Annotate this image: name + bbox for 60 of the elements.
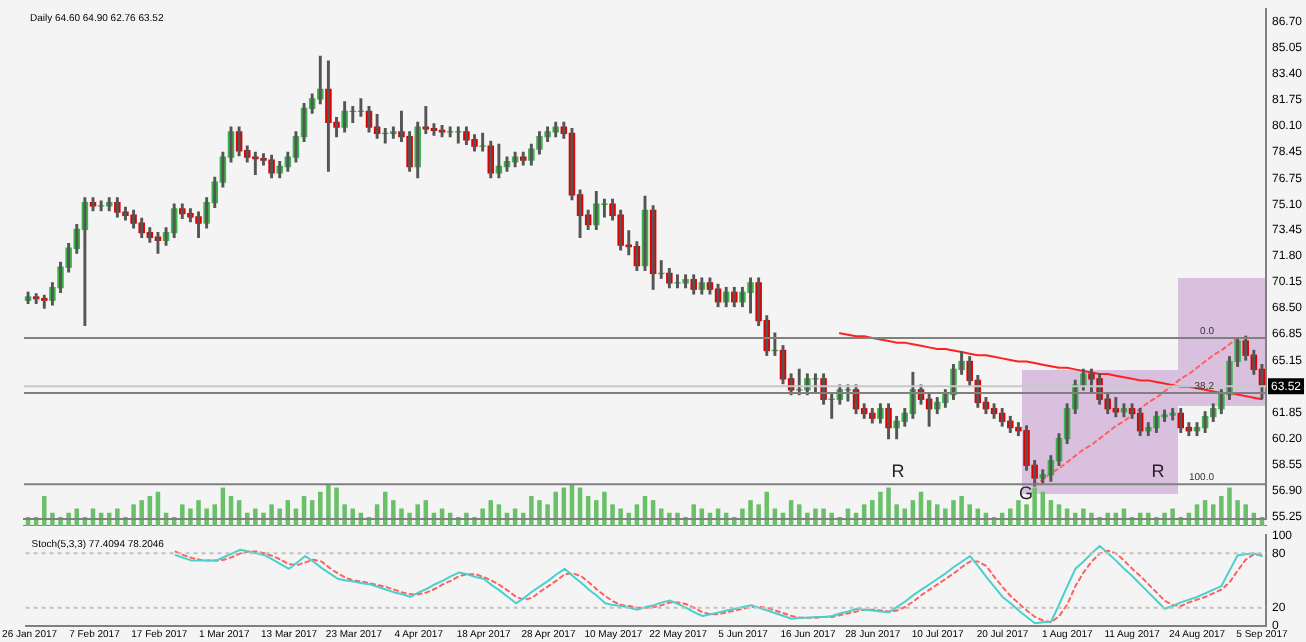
bar xyxy=(399,508,404,526)
annotation: R xyxy=(1151,460,1166,481)
bar xyxy=(261,512,266,526)
bar xyxy=(602,491,607,526)
bar xyxy=(1170,508,1175,526)
bar xyxy=(464,512,469,526)
bar xyxy=(886,487,891,526)
bar xyxy=(180,504,185,526)
bar xyxy=(1162,512,1167,526)
bar xyxy=(618,508,623,526)
annotation: G xyxy=(1018,482,1034,503)
bar xyxy=(391,500,396,526)
bar xyxy=(537,500,542,526)
bar xyxy=(967,504,972,526)
bar xyxy=(1081,508,1086,526)
bar xyxy=(326,484,331,526)
bar xyxy=(870,500,875,526)
annotation: R xyxy=(891,460,906,481)
bar xyxy=(66,512,71,526)
bar xyxy=(1243,504,1248,526)
bar xyxy=(553,491,558,526)
bar xyxy=(253,508,258,526)
bar xyxy=(1219,495,1224,526)
bar xyxy=(277,508,282,526)
bar xyxy=(943,508,948,526)
bar xyxy=(829,512,834,526)
bar xyxy=(675,512,680,526)
bar xyxy=(131,504,136,526)
bar xyxy=(878,491,883,526)
bar xyxy=(959,495,964,526)
bar xyxy=(1227,487,1232,526)
bar xyxy=(951,500,956,526)
bar xyxy=(188,508,193,526)
bar xyxy=(691,504,696,526)
bar xyxy=(1105,512,1110,526)
bar xyxy=(756,504,761,526)
bar xyxy=(415,504,420,526)
bar xyxy=(1032,487,1037,526)
bar xyxy=(1008,508,1013,526)
bar xyxy=(334,487,339,526)
bar xyxy=(821,508,826,526)
bar xyxy=(1016,500,1021,526)
bar xyxy=(204,508,209,526)
bar xyxy=(748,500,753,526)
bar xyxy=(667,512,672,526)
bar xyxy=(1146,512,1151,526)
bar xyxy=(139,500,144,526)
bar xyxy=(480,508,485,526)
bar xyxy=(318,491,323,526)
bar xyxy=(115,508,120,526)
bar xyxy=(196,500,201,526)
bar xyxy=(1089,512,1094,526)
bar xyxy=(42,495,47,526)
bar xyxy=(740,508,745,526)
bar xyxy=(529,495,534,526)
bar xyxy=(594,500,599,526)
bar xyxy=(805,512,810,526)
bar xyxy=(813,508,818,526)
bar xyxy=(407,512,412,526)
bar xyxy=(269,504,274,526)
